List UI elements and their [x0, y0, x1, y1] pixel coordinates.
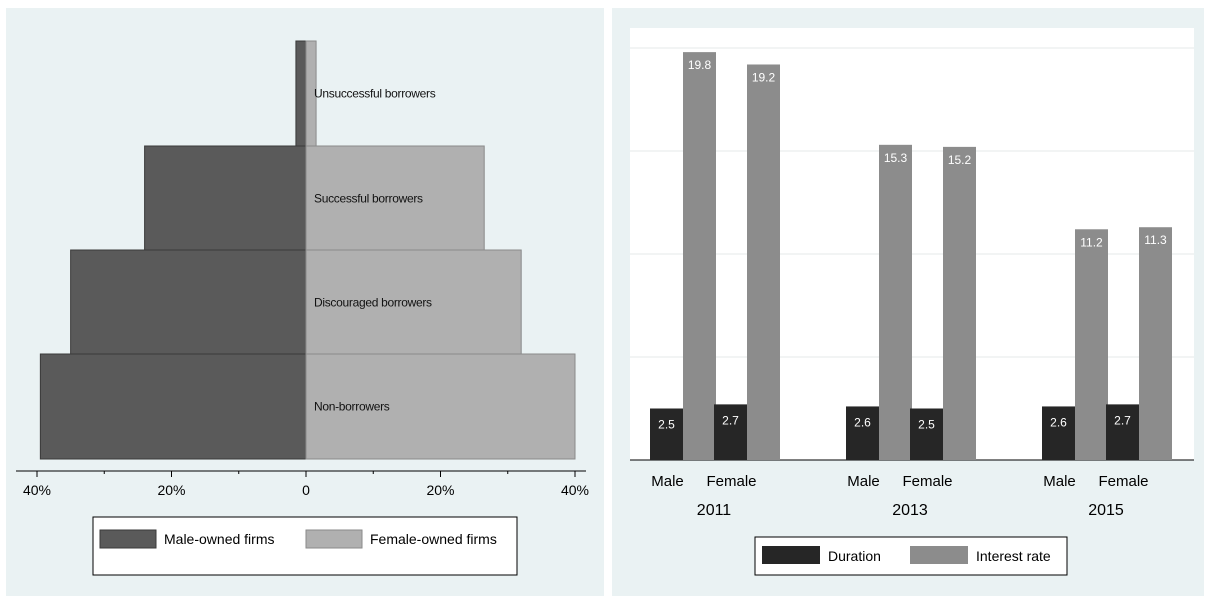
interest-rate-value-label: 11.3 [1144, 233, 1167, 247]
duration-bar [1106, 404, 1139, 460]
x-tick-label: 40% [561, 482, 589, 498]
male-bar [295, 40, 307, 147]
category-label: Male [1043, 473, 1076, 490]
duration-value-label: 2.5 [658, 418, 675, 432]
male-bar [39, 353, 307, 460]
interest-rate-value-label: 11.2 [1080, 235, 1103, 249]
duration-bar [910, 408, 943, 460]
duration-bar [714, 404, 747, 460]
year-label: 2015 [1088, 502, 1124, 519]
duration-value-label: 2.6 [1050, 415, 1067, 429]
x-tick-label: 20% [157, 482, 185, 498]
interest-rate-bar [879, 144, 912, 460]
left-chart-panel: Unsuccessful borrowers Successful borrowe… [6, 8, 604, 596]
duration-bar [846, 406, 879, 460]
male-bar [70, 249, 307, 356]
legend-label-duration: Duration [828, 548, 881, 564]
category-label: Female [1098, 473, 1148, 490]
category-label: Male [847, 473, 880, 490]
legend-swatch-male [99, 529, 157, 549]
legend-swatch-female [305, 529, 363, 549]
male-bar [144, 145, 307, 252]
legend-swatch-duration [762, 546, 820, 564]
category-label: Female [902, 473, 952, 490]
category-label: Male [651, 473, 684, 490]
right-chart-panel: 2.5 19.8 Male 2.7 19.2 Female 2011 2.6 15.3 Male 2… [612, 8, 1204, 596]
interest-rate-value-label: 15.3 [884, 151, 908, 165]
year-label: 2013 [892, 502, 928, 519]
category-label: Non-borrowers [314, 400, 390, 414]
interest-rate-bar [683, 52, 716, 461]
duration-bar [1042, 406, 1075, 460]
interest-rate-value-label: 15.2 [948, 153, 972, 167]
category-label: Female [706, 473, 756, 490]
duration-value-label: 2.7 [722, 413, 739, 427]
x-tick-label: 20% [426, 482, 454, 498]
duration-value-label: 2.7 [1114, 413, 1131, 427]
legend-label-interest-rate: Interest rate [976, 548, 1051, 564]
female-bar [305, 353, 576, 460]
duration-value-label: 2.5 [918, 418, 935, 432]
x-tick-label: 40% [23, 482, 51, 498]
legend-label-male: Male-owned firms [164, 531, 274, 547]
interest-rate-bar [943, 146, 976, 460]
legend-label-female: Female-owned firms [370, 531, 497, 547]
legend-box [92, 516, 518, 576]
interest-rate-value-label: 19.8 [688, 58, 712, 72]
duration-value-label: 2.6 [854, 415, 871, 429]
female-bar [305, 145, 485, 252]
category-label: Successful borrowers [314, 192, 423, 206]
grouped-bar-chart: 2.5 19.8 Male 2.7 19.2 Female 2011 2.6 15.3 Male 2… [630, 28, 1194, 576]
interest-rate-bar [747, 64, 780, 461]
interest-rate-value-label: 19.2 [752, 70, 776, 84]
pyramid-chart: Unsuccessful borrowers Successful borrowe… [16, 40, 589, 576]
category-label: Unsuccessful borrowers [314, 87, 436, 101]
interest-rate-bar [1075, 229, 1108, 460]
interest-rate-bar [1139, 227, 1172, 460]
duration-bar [650, 408, 683, 460]
category-label: Discouraged borrowers [314, 296, 432, 310]
x-tick-label: 0 [302, 482, 310, 498]
legend-swatch-interest-rate [910, 546, 968, 564]
year-label: 2011 [697, 502, 732, 519]
